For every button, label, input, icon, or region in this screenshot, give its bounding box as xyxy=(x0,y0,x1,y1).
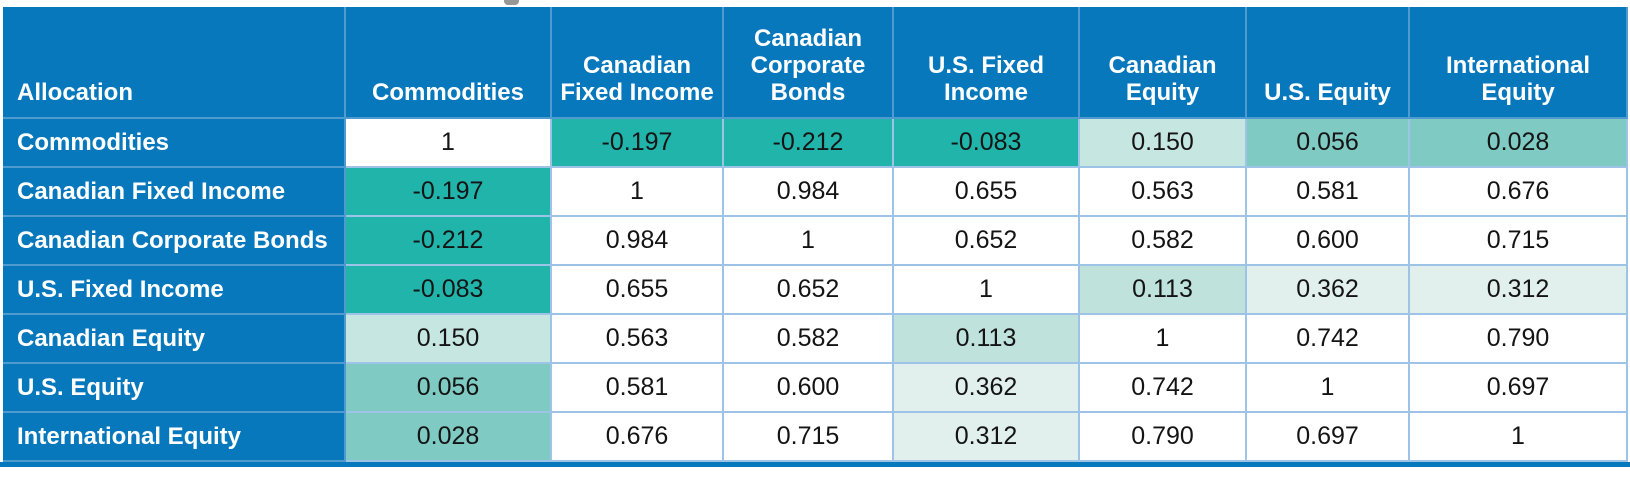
value-cell: 1 xyxy=(1078,313,1247,364)
table-body: Commodities 1 -0.197 -0.212 -0.083 0.150 0.056… xyxy=(3,117,1628,462)
row-label-4: Canadian Equity xyxy=(3,313,346,364)
column-header-6: International Equity xyxy=(1408,7,1628,119)
value-cell: -0.212 xyxy=(344,215,552,266)
value-cell: 0.582 xyxy=(1078,215,1247,266)
value-cell: 0.676 xyxy=(550,411,724,462)
header-row: Allocation Commodities Canadian Fixed Inc… xyxy=(3,7,1628,119)
value-cell: -0.083 xyxy=(892,117,1080,168)
row-label-1: Canadian Fixed Income xyxy=(3,166,346,217)
value-cell: 0.697 xyxy=(1245,411,1410,462)
value-cell: 0.984 xyxy=(550,215,724,266)
value-cell: -0.083 xyxy=(344,264,552,315)
value-cell: 0.676 xyxy=(1408,166,1628,217)
value-cell: 0.790 xyxy=(1408,313,1628,364)
value-cell: 0.312 xyxy=(892,411,1080,462)
value-cell: 0.028 xyxy=(1408,117,1628,168)
column-header-4: Canadian Equity xyxy=(1078,7,1247,119)
value-cell: 0.790 xyxy=(1078,411,1247,462)
value-cell: 0.113 xyxy=(892,313,1080,364)
row-label-2: Canadian Corporate Bonds xyxy=(3,215,346,266)
table-row: International Equity 0.028 0.676 0.715 0.312… xyxy=(3,411,1628,462)
value-cell: 0.652 xyxy=(892,215,1080,266)
value-cell: 0.715 xyxy=(1408,215,1628,266)
table-row: Canadian Corporate Bonds -0.212 0.984 1 0.65… xyxy=(3,215,1628,266)
correlation-table: Allocation Commodities Canadian Fixed Inc… xyxy=(3,7,1628,462)
value-cell: 0.028 xyxy=(344,411,552,462)
value-cell: 0.715 xyxy=(722,411,894,462)
value-cell: 0.362 xyxy=(892,362,1080,413)
value-cell: 0.113 xyxy=(1078,264,1247,315)
value-cell: 1 xyxy=(344,117,552,168)
table-row: Commodities 1 -0.197 -0.212 -0.083 0.150 0.056… xyxy=(3,117,1628,168)
value-cell: 1 xyxy=(550,166,724,217)
value-cell: -0.212 xyxy=(722,117,894,168)
value-cell: 0.312 xyxy=(1408,264,1628,315)
value-cell: 0.984 xyxy=(722,166,894,217)
value-cell: -0.197 xyxy=(550,117,724,168)
value-cell: 0.655 xyxy=(892,166,1080,217)
table-row: U.S. Equity 0.056 0.581 0.600 0.362 0.742 1 0.6… xyxy=(3,362,1628,413)
value-cell: 0.600 xyxy=(722,362,894,413)
value-cell: 1 xyxy=(722,215,894,266)
cropped-text-artifact xyxy=(504,0,519,5)
row-label-6: International Equity xyxy=(3,411,346,462)
value-cell: 1 xyxy=(1408,411,1628,462)
column-header-5: U.S. Equity xyxy=(1245,7,1410,119)
value-cell: 0.600 xyxy=(1245,215,1410,266)
row-label-0: Commodities xyxy=(3,117,346,168)
row-label-5: U.S. Equity xyxy=(3,362,346,413)
value-cell: 1 xyxy=(892,264,1080,315)
table-row: Canadian Equity 0.150 0.563 0.582 0.113 1 0.74… xyxy=(3,313,1628,364)
value-cell: 0.697 xyxy=(1408,362,1628,413)
column-header-2: Canadian Corporate Bonds xyxy=(722,7,894,119)
value-cell: 0.362 xyxy=(1245,264,1410,315)
value-cell: 0.563 xyxy=(550,313,724,364)
table-row: U.S. Fixed Income -0.083 0.655 0.652 1 0.113 0… xyxy=(3,264,1628,315)
value-cell: 0.742 xyxy=(1245,313,1410,364)
value-cell: 0.582 xyxy=(722,313,894,364)
value-cell: 0.150 xyxy=(344,313,552,364)
value-cell: 0.056 xyxy=(344,362,552,413)
value-cell: 0.581 xyxy=(550,362,724,413)
column-header-1: Canadian Fixed Income xyxy=(550,7,724,119)
value-cell: 0.056 xyxy=(1245,117,1410,168)
table-row: Canadian Fixed Income -0.197 1 0.984 0.655 0.… xyxy=(3,166,1628,217)
value-cell: -0.197 xyxy=(344,166,552,217)
column-header-3: U.S. Fixed Income xyxy=(892,7,1080,119)
value-cell: 0.655 xyxy=(550,264,724,315)
value-cell: 0.150 xyxy=(1078,117,1247,168)
value-cell: 0.652 xyxy=(722,264,894,315)
table-bottom-bar xyxy=(0,462,1630,467)
column-header-0: Commodities xyxy=(344,7,552,119)
value-cell: 0.742 xyxy=(1078,362,1247,413)
row-label-3: U.S. Fixed Income xyxy=(3,264,346,315)
value-cell: 0.563 xyxy=(1078,166,1247,217)
corner-header-allocation: Allocation xyxy=(3,7,346,119)
table-header: Allocation Commodities Canadian Fixed Inc… xyxy=(3,7,1628,119)
value-cell: 1 xyxy=(1245,362,1410,413)
value-cell: 0.581 xyxy=(1245,166,1410,217)
